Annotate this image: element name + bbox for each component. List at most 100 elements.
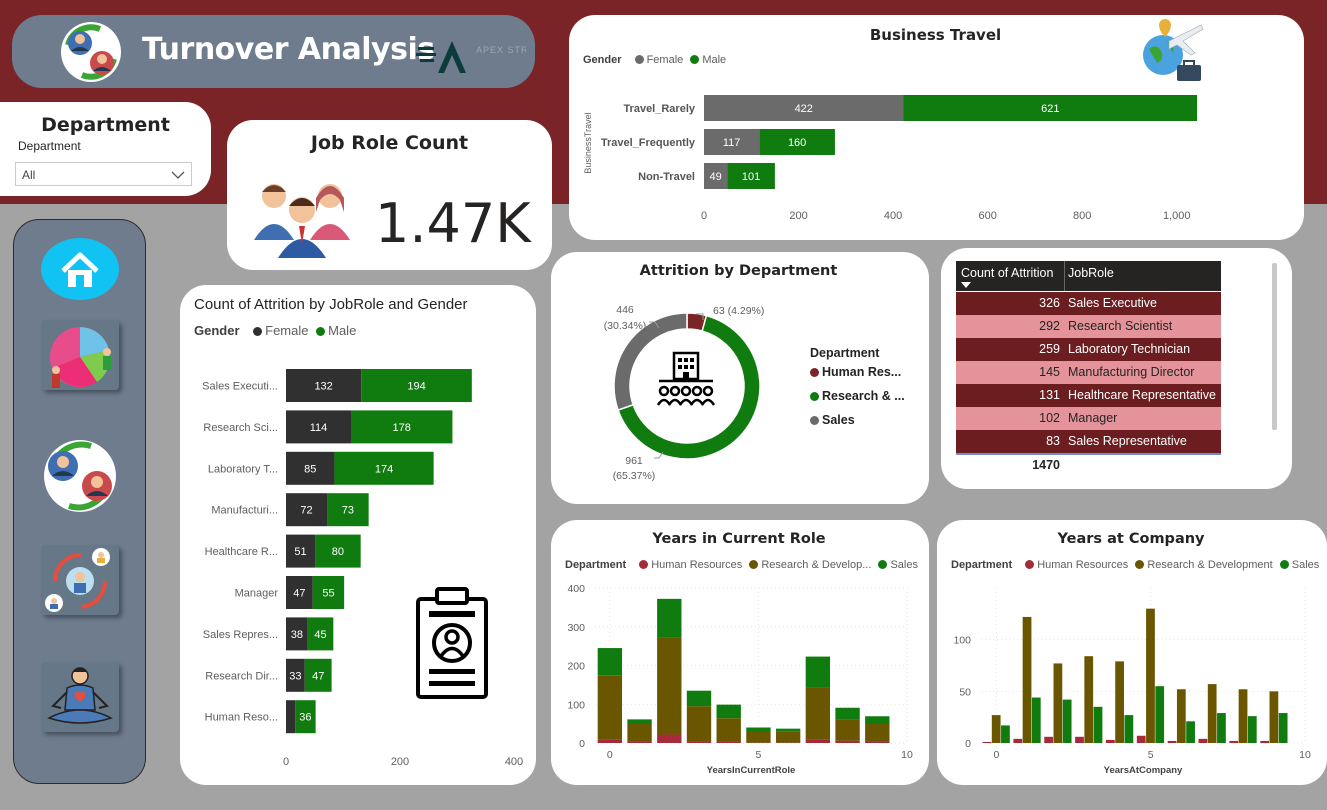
id-badge-icon [416,587,488,699]
row-count: 259 [1039,342,1060,356]
x-tick-label: 400 [884,210,902,222]
table-row[interactable]: 102 Manager [956,407,1221,430]
attrition-jobrole-legend: Gender Female Male [194,323,356,338]
bar-segment [597,675,623,740]
bar [1269,691,1279,743]
data-label-female: 38 [291,629,303,641]
bar [1124,715,1134,743]
x-tick-label: 400 [505,756,523,768]
nav-wellbeing-button[interactable] [41,662,119,732]
nav-home-button[interactable] [41,237,119,307]
slice-label-hr: 63 (4.29%) [713,305,764,317]
table-scrollbar[interactable] [1272,263,1277,430]
leader-line [654,451,664,459]
bar [982,741,992,743]
category-label: Sales Repres... [203,629,278,641]
bar-segment [865,724,890,742]
legend-sales: Sales [890,559,918,571]
x-tick-label: 200 [391,756,409,768]
donut-legend-title: Department [810,346,880,360]
bar [1155,686,1165,743]
legend-dot-rd [810,392,819,401]
people-exchange-icon [45,548,110,612]
travel-globe-icon [1143,19,1204,81]
x-tick-label: 800 [1073,210,1091,222]
legend-title: Department [565,559,627,571]
title-banner: Turnover Analysis APEX STRIVE [12,15,535,88]
leader-line [696,313,704,320]
bar-female [704,163,728,189]
business-travel-legend: Gender Female Male [583,54,726,66]
bar-segment [716,704,741,719]
y-tick-label: 300 [567,622,585,634]
legend-rd: Research & Development [1147,559,1273,571]
data-label-male: 174 [375,463,393,475]
x-tick-label: 200 [789,210,807,222]
bar-female [286,700,296,734]
years-at-company-legend: Department Human Resources Research & De… [951,559,1319,571]
bar-male [759,129,835,155]
bar-female [286,534,316,568]
bar-male [903,95,1198,121]
row-count: 83 [1046,434,1060,448]
nav-segments-button[interactable] [41,320,119,390]
legend-dot-rd [1135,560,1145,569]
col-count-header[interactable]: Count of Attrition [961,266,1054,280]
department-dropdown[interactable]: All [15,162,192,186]
legend-dot-rd [749,560,759,569]
table-row[interactable]: 131 Healthcare Representative [956,384,1221,407]
row-role: Healthcare Representative [1068,388,1216,402]
table-row[interactable]: 145 Manufacturing Director [956,361,1221,384]
table-row[interactable]: 259 Laboratory Technician [956,338,1221,361]
bar-segment [686,690,712,707]
bar-segment [716,718,741,742]
bar [1136,735,1146,743]
nav-turnover-button[interactable] [41,438,119,512]
job-role-count-card: Job Role Count 1.47K [227,120,552,270]
row-role: Sales Representative [1068,434,1187,448]
dropdown-value: All [22,168,36,182]
bar-segment [775,728,801,732]
legend-title: Gender [194,323,240,338]
attrition-jobrole-card: Count of Attrition by JobRole and Gender… [180,285,536,785]
bar [1176,689,1186,743]
bar-segment [627,741,652,743]
bar-segment [716,741,741,743]
bar-segment [657,637,682,735]
data-label-female: 117 [723,137,741,149]
attrition-department-donut: 63 (4.29%) 961 (65.37%) 446 (30.34%) [604,304,765,482]
years-current-role-chart: 0 100 200 300 400 0 5 10 YearsInCurrentRole [567,583,913,776]
table-row[interactable]: 83 Sales Representative [956,430,1221,453]
legend-title: Department [951,559,1013,571]
nav-people-cycle-button[interactable] [41,545,119,615]
x-tick-label: 10 [1299,749,1311,761]
meditation-icon [47,667,113,724]
years-current-role-title: Years in Current Role [652,531,826,547]
data-label-male: 101 [742,171,760,183]
y-tick-label: 50 [959,686,971,698]
slice-label-sales: 446 [616,304,634,316]
x-tick-label: 5 [756,749,762,761]
category-label: Travel_Frequently [601,137,696,149]
job-role-count-title: Job Role Count [310,132,469,154]
data-label-male: 45 [314,629,326,641]
slice-pct-sales: (30.34%) [604,320,647,332]
legend-dot-hr [810,368,819,377]
table-row[interactable]: 326 Sales Executive [956,292,1221,315]
col-jobrole-header[interactable]: JobRole [1068,266,1114,280]
years-at-company-chart: 0 50 100 0 5 10 YearsAtCompany [953,588,1311,776]
leader-line [649,321,660,329]
slicer-title: Department [41,114,170,136]
bar [1013,738,1023,743]
attrition-department-title: Attrition by Department [639,263,838,279]
table-row[interactable]: 292 Research Scientist [956,315,1221,338]
bar-segment [865,716,890,725]
bar [1207,684,1217,743]
bar-segment [775,731,801,743]
bar-female [286,451,335,485]
x-tick-label: 600 [978,210,996,222]
bar [1278,713,1288,743]
donut-legend-rd: Research & ... [810,389,905,403]
legend-male: Male [702,54,727,66]
category-label: Laboratory T... [208,463,278,475]
